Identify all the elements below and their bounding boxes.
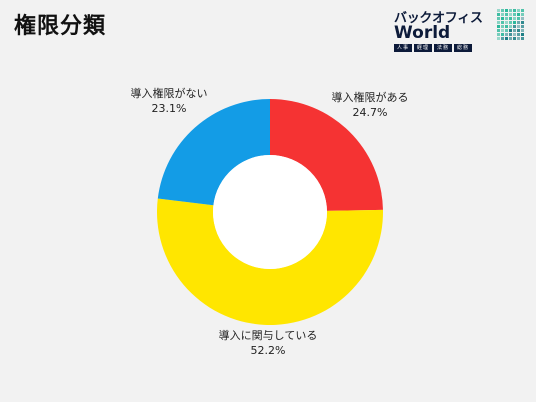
- donut-slice-2: [157, 99, 270, 206]
- slice-label-involved: 導入に関与している 52.2%: [210, 328, 326, 358]
- slice-label-has-authority: 導入権限がある 24.7%: [322, 90, 418, 120]
- logo-tag: 法務: [434, 44, 453, 52]
- donut-hole: [213, 155, 327, 269]
- logo-tag: 経理: [414, 44, 433, 52]
- logo-line1: バックオフィス: [394, 11, 483, 26]
- donut-slice-0: [270, 99, 383, 211]
- slice-value-text: 24.7%: [352, 106, 388, 119]
- logo-dot-grid-icon: [497, 9, 524, 40]
- logo-tag: 総務: [454, 44, 473, 52]
- slice-value-text: 52.2%: [250, 344, 286, 357]
- logo-tags: 人事 経理 法務 総務: [394, 44, 473, 52]
- slice-value-text: 23.1%: [151, 102, 187, 115]
- donut-slice-1: [156, 198, 383, 325]
- brand-logo: バックオフィス World 人事 経理 法務 総務: [394, 7, 528, 53]
- slice-label-text: 導入に関与している: [218, 329, 318, 342]
- logo-line2: World: [394, 23, 451, 43]
- page-title: 権限分類: [14, 14, 107, 39]
- slice-label-text: 導入権限がある: [331, 91, 409, 104]
- slice-label-no-authority: 導入権限がない 23.1%: [121, 86, 217, 116]
- logo-tag: 人事: [394, 44, 413, 52]
- slice-label-text: 導入権限がない: [130, 87, 208, 100]
